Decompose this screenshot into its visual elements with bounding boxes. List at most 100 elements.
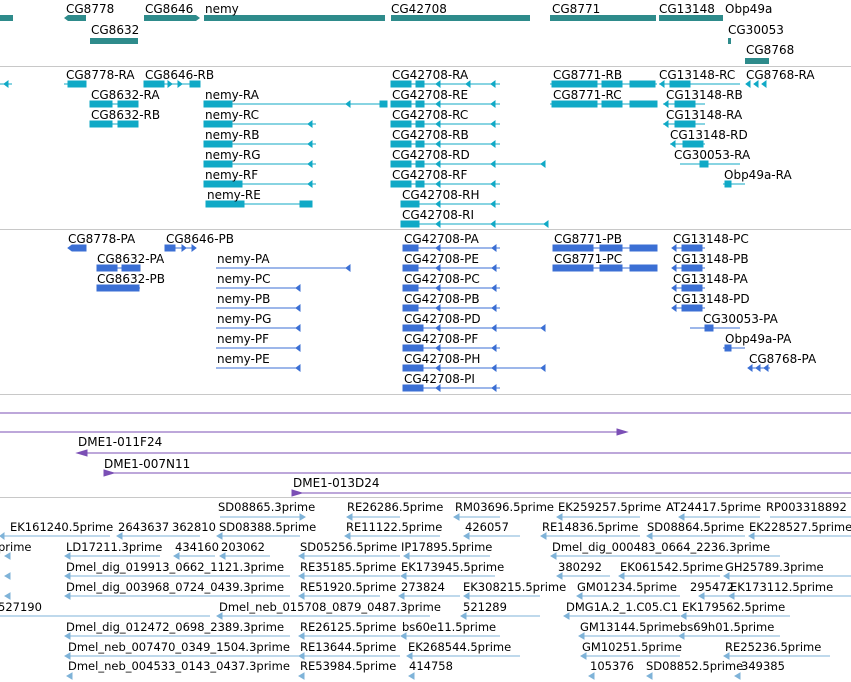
protein-label[interactable]: CG8778-PA [68,232,136,246]
est-label[interactable]: 105376 [590,659,634,673]
est-label[interactable]: 380292 [558,560,602,574]
gene-glyph[interactable] [728,38,731,44]
protein-label[interactable]: CG42708-PD [404,312,481,326]
transcript-label[interactable]: CG42708-RC [392,108,469,122]
protein-label[interactable]: CG42708-PH [404,352,481,366]
transcript-label[interactable]: nemy-RB [205,128,260,142]
est-label[interactable]: EK228527.5prime [749,520,851,534]
est-label[interactable]: Dmel_neb_004533_0143_0437.3prime [68,659,290,673]
protein-label[interactable]: CG42708-PF [404,332,479,346]
clone-label[interactable]: DME1-007N11 [104,457,191,471]
protein-label[interactable]: CG8771-PB [554,232,623,246]
gene-glyph[interactable] [90,38,138,44]
protein-label[interactable]: Obp49a-PA [725,332,792,346]
protein-label[interactable]: nemy-PF [217,332,270,346]
est-label[interactable]: EK179562.5prime [682,600,786,614]
est-label[interactable]: 434160 [175,540,219,554]
transcript-label[interactable]: Obp49a-RA [724,168,792,182]
transcript-label[interactable]: CG42708-RE [392,88,469,102]
transcript-label[interactable]: CG8632-RA [91,88,160,102]
est-label[interactable]: Dmel_neb_015708_0879_0487.3prime [219,600,441,614]
est-label[interactable]: RE26286.5prime [347,500,444,514]
est-label[interactable]: EK259257.5prime [558,500,662,514]
clone-label[interactable]: DME1-013D24 [293,476,380,490]
protein-label[interactable]: nemy-PC [217,272,271,286]
clone-label[interactable]: DME1-011F24 [78,435,163,449]
est-label[interactable]: bs69h01.5prime [680,620,775,634]
protein-label[interactable]: CG8646-PB [166,232,235,246]
protein-label[interactable]: CG8632-PB [97,272,166,286]
est-label[interactable]: EK061542.5prime [620,560,724,574]
transcript-label[interactable]: CG42708-RF [392,168,468,182]
gene-label[interactable]: nemy [205,2,239,16]
est-label[interactable]: RE25236.5prime [725,640,822,654]
protein-label[interactable]: CG13148-PC [673,232,749,246]
transcript-label[interactable]: nemy-RA [205,88,259,102]
protein-label[interactable]: CG13148-PA [673,272,748,286]
protein-label[interactable]: CG42708-PI [404,372,475,386]
transcript-label[interactable]: CG30053-RA [674,148,751,162]
est-label[interactable]: GM13144.5prime [580,620,680,634]
protein-label[interactable]: CG42708-PE [404,252,479,266]
transcript-label[interactable]: CG13148-RC [659,68,736,82]
transcript-label[interactable]: CG42708-RD [392,148,470,162]
protein-label[interactable]: CG8632-PA [97,252,165,266]
est-label[interactable]: GH25789.3prime [725,560,824,574]
gene-label[interactable]: CG8632 [91,23,140,37]
protein-label[interactable]: CG13148-PB [673,252,749,266]
est-label[interactable]: GM10251.5prime [582,640,682,654]
est-label[interactable]: prime [0,540,32,554]
est-label[interactable]: RE51920.5prime [300,580,397,594]
gene-glyph[interactable] [659,15,723,21]
protein-label[interactable]: CG30053-PA [703,312,778,326]
est-label[interactable]: RE26125.5prime [300,620,397,634]
est-label[interactable]: Dmel_dig_019913_0662_1121.3prime [66,560,285,574]
gene-label[interactable]: CG13148 [659,2,715,16]
transcript-label[interactable]: CG13148-RA [666,108,743,122]
est-label[interactable]: RE13644.5prime [300,640,397,654]
est-label[interactable]: 527190 [0,600,42,614]
est-label[interactable]: SD08865.3prime [218,500,316,514]
est-label[interactable]: SD08852.5prime [646,659,744,673]
est-label[interactable]: bs60e11.5prime [402,620,497,634]
gene-label[interactable]: CG42708 [391,2,447,16]
gene-glyph[interactable] [0,15,13,21]
protein-label[interactable]: CG42708-PB [404,292,480,306]
est-label[interactable]: DMG1A.2_1.C05.C1 [566,600,679,614]
gene-label[interactable]: CG30053 [728,23,784,37]
est-label[interactable]: 273824 [401,580,445,594]
transcript-label[interactable]: nemy-RF [205,168,259,182]
transcript-label[interactable]: CG42708-RB [392,128,469,142]
est-label[interactable]: RE14836.5prime [542,520,639,534]
est-label[interactable]: 362810 [172,520,216,534]
protein-label[interactable]: CG13148-PD [673,292,750,306]
protein-label[interactable]: nemy-PE [217,352,270,366]
transcript-label[interactable]: CG8771-RB [553,68,623,82]
est-label[interactable]: GM01234.5prime [577,580,677,594]
protein-label[interactable]: nemy-PG [217,312,272,326]
est-label[interactable]: IP17895.5prime [401,540,493,554]
transcript-label[interactable]: CG13148-RB [666,88,743,102]
est-label[interactable]: AT24417.5prime [666,500,762,514]
transcript-label[interactable]: CG8778-RA [66,68,135,82]
transcript-label[interactable]: CG8768-RA [746,68,815,82]
est-label[interactable]: RM03696.5prime [455,500,554,514]
gene-glyph[interactable] [144,15,200,21]
est-label[interactable]: 414758 [409,659,453,673]
est-label[interactable]: 349385 [741,659,785,673]
transcript-label[interactable]: CG8646-RB [145,68,215,82]
est-label[interactable]: EK268544.5prime [408,640,512,654]
transcript-label[interactable]: CG8771-RC [553,88,622,102]
gene-label[interactable]: CG8768 [746,43,795,57]
transcript-label[interactable]: nemy-RG [205,148,261,162]
est-label[interactable]: SD05256.5prime [300,540,398,554]
transcript-label[interactable]: CG42708-RA [392,68,469,82]
transcript-label[interactable]: nemy-RE [207,188,261,202]
est-label[interactable]: EK173945.5prime [401,560,505,574]
est-label[interactable]: RP003318892 [766,500,847,514]
est-label[interactable]: EK161240.5prime [10,520,114,534]
protein-label[interactable]: nemy-PB [217,292,271,306]
est-label[interactable]: 521289 [463,600,507,614]
protein-label[interactable]: nemy-PA [217,252,270,266]
transcript-label[interactable]: CG13148-RD [670,128,748,142]
